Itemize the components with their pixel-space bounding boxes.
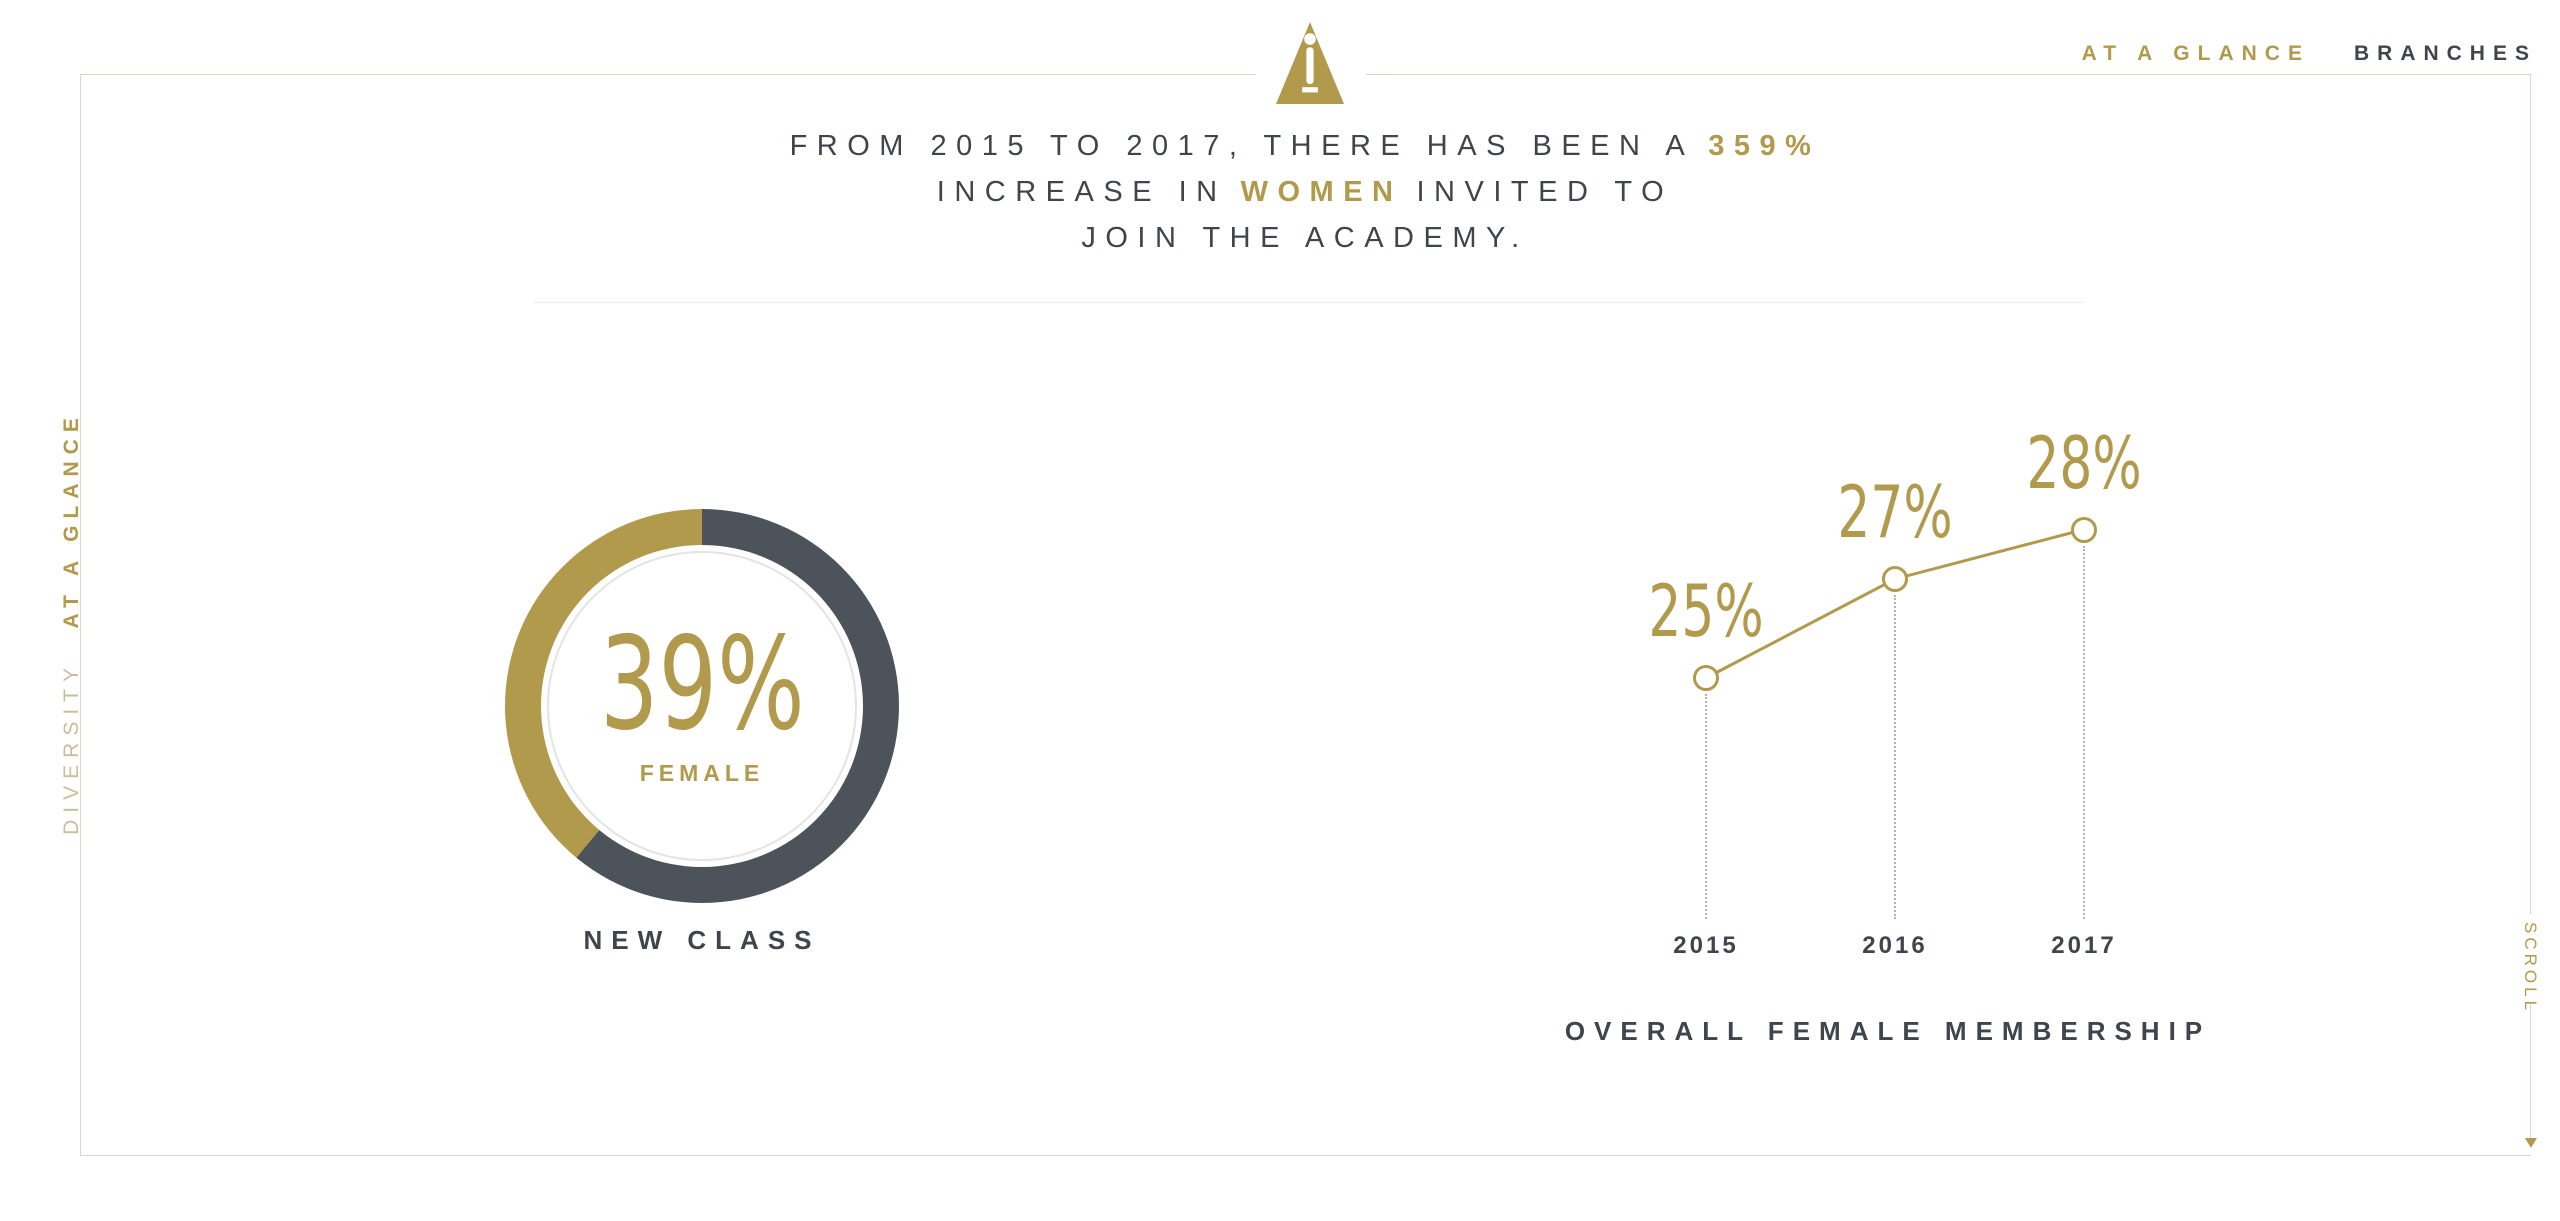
line-chart: 25% 2015 27% 2016 28% 2017	[1590, 420, 2270, 1050]
year-label: 2017	[2051, 932, 2117, 959]
nav-item-branches[interactable]: BRANCHES	[2353, 42, 2537, 65]
drop-line	[1894, 595, 1896, 919]
section-label-at-a-glance: AT A GLANCE	[60, 411, 83, 629]
frame-border-right-lower	[2530, 1002, 2531, 1138]
value-label: 27%	[1837, 470, 1953, 554]
year-label: 2016	[1862, 932, 1928, 959]
drop-line	[2083, 545, 2085, 919]
donut-sublabel: FEMALE	[639, 759, 765, 786]
donut-inner-ring	[547, 551, 857, 861]
oscar-statuette-icon	[1276, 22, 1344, 104]
data-point-marker	[1882, 566, 1908, 592]
donut-value: 39%	[560, 609, 845, 759]
line-chart-title: OVERALL FEMALE MEMBERSHIP	[1564, 1016, 2212, 1046]
section-label-vertical: DIVERSITY AT A GLANCE	[60, 311, 90, 935]
headline-highlight-women: WOMEN	[1240, 176, 1403, 208]
donut-chart: 39% FEMALE	[505, 509, 899, 903]
headline-line-1: FROM 2015 TO 2017, THERE HAS BEEN A 359%	[705, 123, 1905, 169]
drop-line	[1705, 694, 1707, 919]
headline-text: JOIN THE ACADEMY.	[1081, 222, 1529, 254]
nav-item-at-a-glance[interactable]: AT A GLANCE	[2081, 42, 2310, 65]
frame-border-top-left	[80, 74, 1256, 75]
academy-statuette-logo[interactable]	[1267, 20, 1353, 106]
frame-border-right-upper	[2530, 74, 2531, 914]
top-nav: AT A GLANCE BRANCHES	[2082, 42, 2537, 66]
headline-text: INVITED TO	[1416, 176, 1674, 208]
headline-text: FROM 2015 TO 2017, THERE HAS BEEN A	[789, 130, 1695, 162]
headline-line-2: INCREASE IN WOMEN INVITED TO	[705, 169, 1905, 215]
headline-highlight-359: 359%	[1708, 130, 1821, 162]
headline-line-3: JOIN THE ACADEMY.	[705, 215, 1905, 261]
donut-value-text: 39%	[599, 609, 805, 759]
scroll-indicator[interactable]: SCROLL	[2521, 922, 2540, 1015]
frame-border-top-right	[1366, 74, 2530, 75]
data-point-marker	[2071, 516, 2097, 543]
scroll-arrow-icon[interactable]	[2525, 1138, 2537, 1148]
value-label: 25%	[1648, 569, 1764, 653]
headline: FROM 2015 TO 2017, THERE HAS BEEN A 359%…	[705, 123, 1905, 261]
section-label-diversity: DIVERSITY	[60, 661, 83, 835]
value-label: 28%	[2026, 420, 2142, 505]
headline-divider-rule	[533, 302, 2084, 303]
donut-center: 39% FEMALE	[505, 509, 899, 903]
donut-chart-title: NEW CLASS	[583, 925, 821, 955]
frame-border-left	[80, 74, 81, 1156]
frame-border-bottom	[80, 1155, 2531, 1156]
headline-text: INCREASE IN	[936, 176, 1227, 208]
data-point-marker	[1693, 665, 1719, 691]
year-label: 2015	[1673, 932, 1739, 959]
